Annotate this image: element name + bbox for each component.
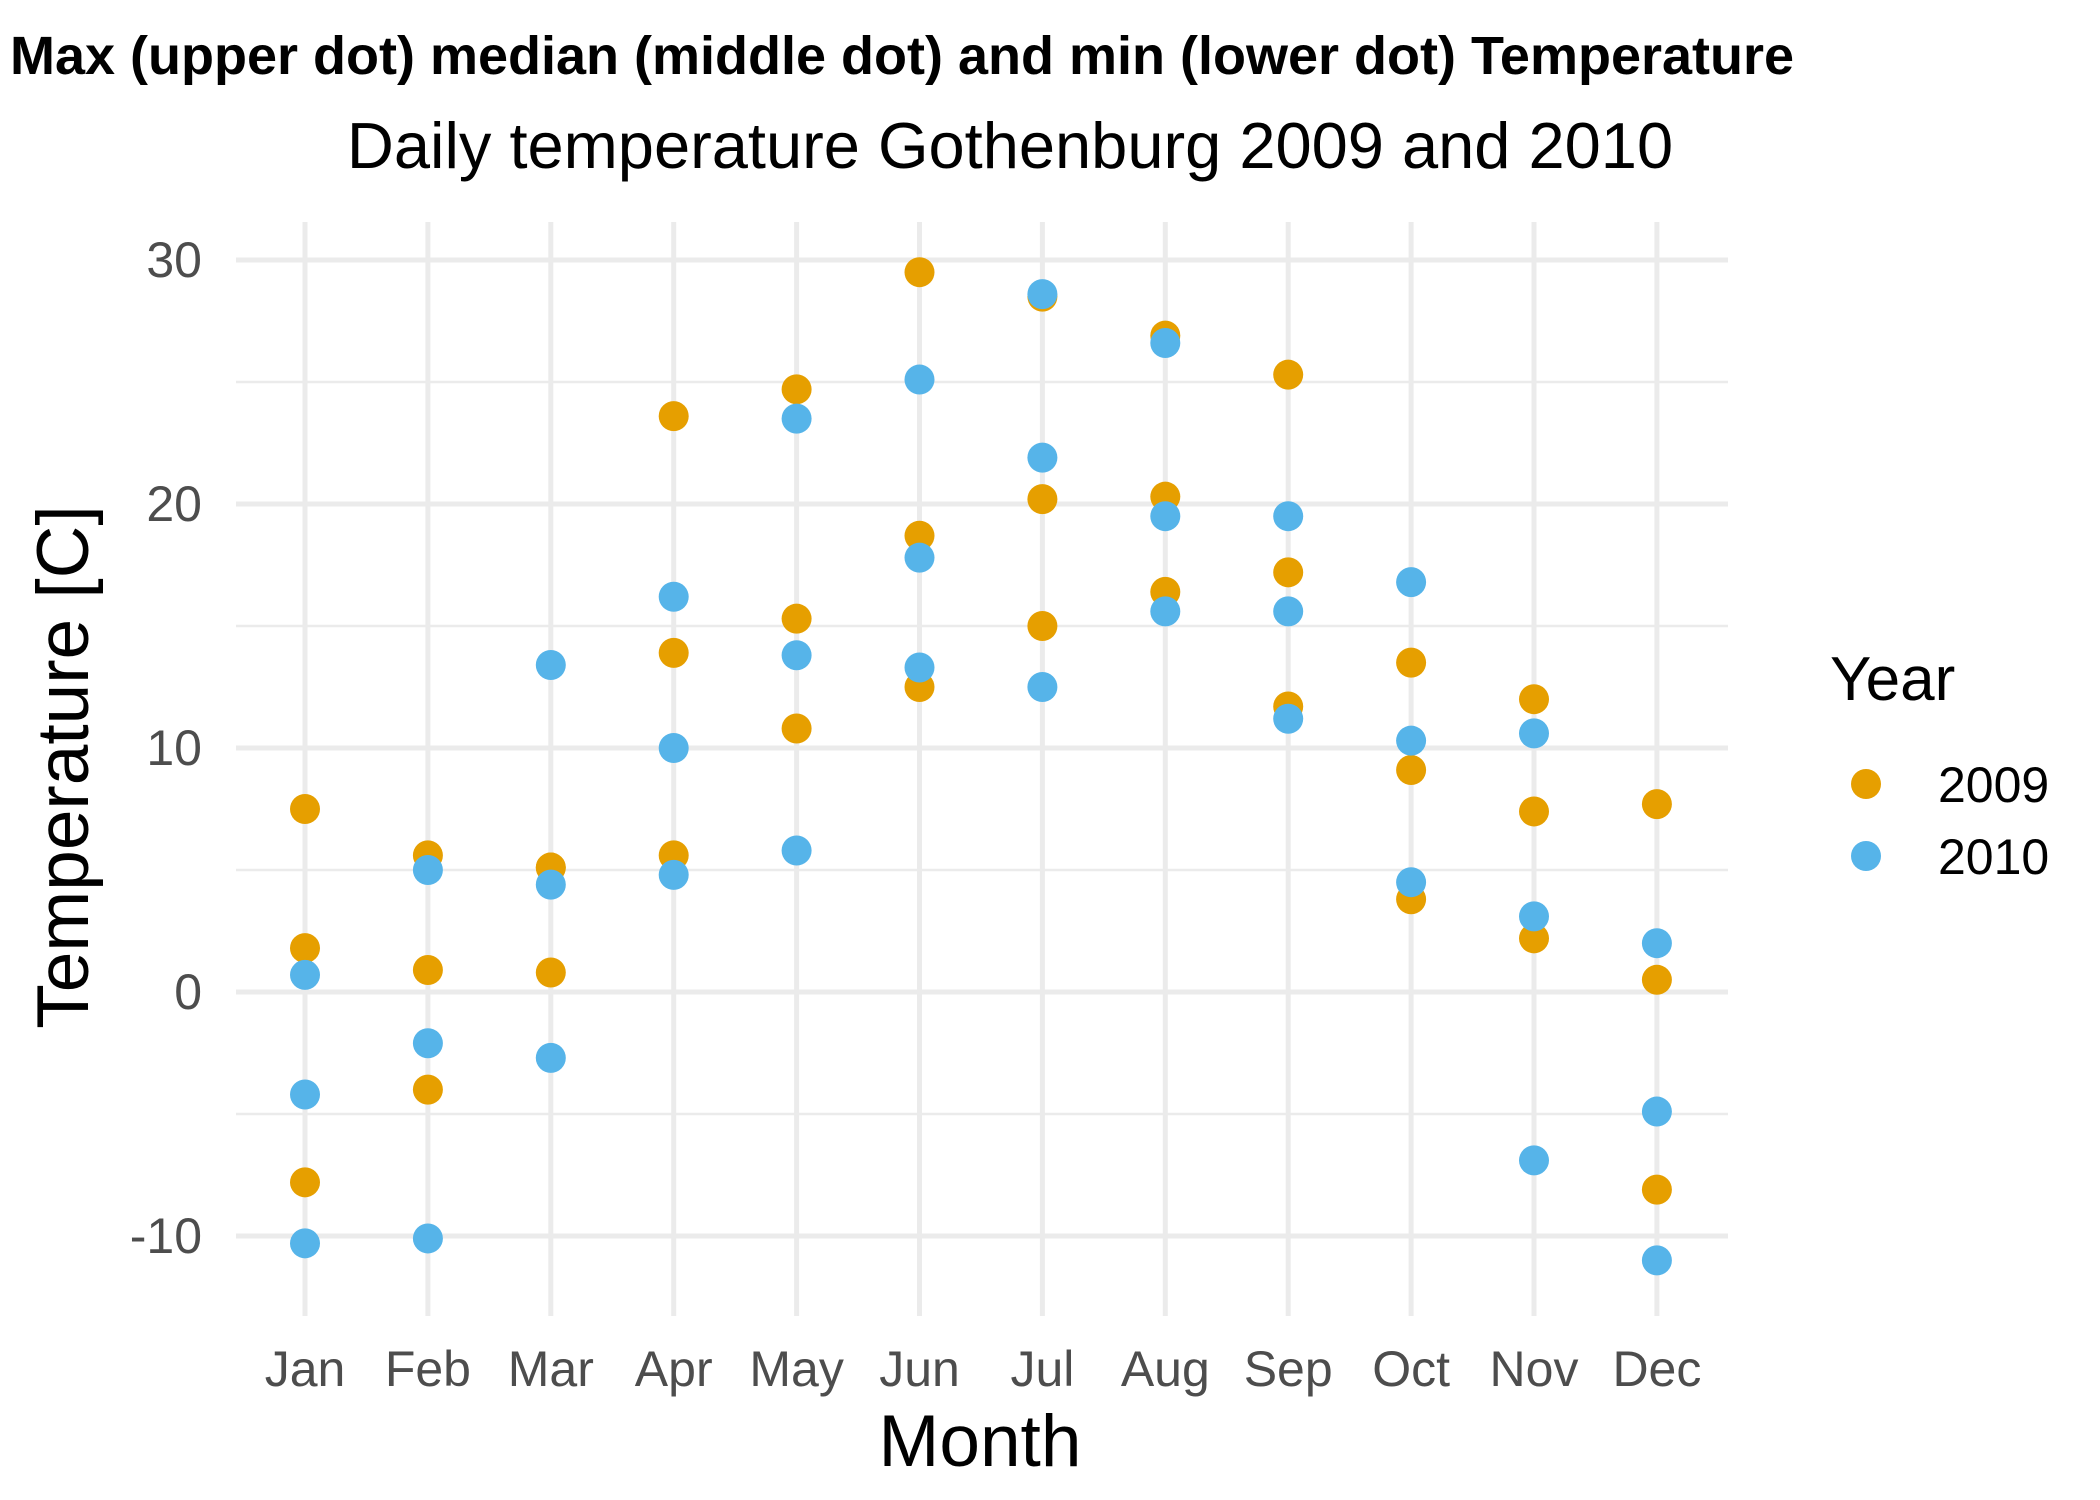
legend-key-2009 [1851,769,1881,799]
chart-title: Max (upper dot) median (middle dot) and … [10,26,1794,86]
point-2009-min [1641,1174,1672,1205]
point-2009-median [1519,796,1549,827]
x-tick-label: Aug [1121,1341,1210,1397]
point-2010-max [535,650,566,681]
point-2010-min [412,1223,443,1254]
x-tick-label: Oct [1372,1341,1450,1397]
point-2010-median [1150,501,1181,532]
point-2010-min [1027,672,1058,702]
point-2010-max [1150,327,1181,358]
point-2010-min [904,652,935,683]
point-2010-min [1641,1245,1672,1276]
point-2010-median [412,1028,443,1059]
point-2009-median [658,637,689,668]
point-2009-max [1519,684,1549,715]
x-tick-label: Apr [635,1341,713,1397]
legend-label-2010: 2010 [1938,829,2049,885]
legend-key-2010 [1851,841,1881,871]
point-2009-max [290,794,320,824]
point-2009-min [1027,611,1058,641]
point-2010-max [290,959,320,990]
point-2010-max [658,581,689,612]
point-2009-median [904,520,935,551]
point-2010-min [658,859,689,890]
point-2009-median [1027,484,1058,515]
point-2009-max [658,401,689,432]
point-2009-median [1641,964,1672,995]
point-2010-min [535,1042,566,1073]
legend: Year 2009 2010 [1830,645,2049,885]
x-tick-label: Dec [1612,1341,1701,1397]
x-tick-label: Jul [1010,1341,1074,1397]
point-2010-max [1027,279,1058,310]
point-2010-median [1027,442,1058,473]
legend-title: Year [1830,645,1955,714]
point-2009-max [1641,789,1672,820]
point-2010-min [290,1228,320,1259]
point-2009-min [290,1167,320,1198]
data-points [290,257,1672,1276]
x-tick-label: Jun [879,1341,960,1397]
point-2010-median [290,1079,320,1110]
point-2010-median [658,733,689,763]
point-2010-min [1150,596,1181,627]
point-2009-median [781,603,812,634]
x-axis-tick-labels: Jan Feb Mar Apr May Jun Jul Aug Sep Oct Nov Dec [265,1341,1702,1397]
point-2009-max [781,374,812,405]
y-tick-label: 0 [174,964,202,1020]
point-2010-median [1519,901,1549,932]
x-tick-label: Jan [265,1341,346,1397]
point-2009-min [1519,923,1549,954]
point-2010-median [1641,1096,1672,1127]
point-2010-median [781,640,812,671]
y-tick-label: -10 [130,1208,202,1264]
point-2009-median [412,955,443,986]
chart-subtitle: Daily temperature Gothenburg 2009 and 20… [347,109,1673,182]
point-2010-min [1519,1145,1549,1176]
point-2010-max [1641,928,1672,959]
point-2010-median [1273,596,1304,627]
plot-grid [236,222,1728,1316]
x-tick-label: Sep [1244,1341,1333,1397]
point-2009-max [904,257,935,288]
point-2009-median [535,957,566,988]
y-axis-tick-labels: -10 0 10 20 30 [130,232,202,1264]
y-tick-label: 10 [146,720,202,776]
x-tick-label: Nov [1490,1341,1579,1397]
point-2009-median [1396,754,1427,785]
y-tick-label: 30 [146,232,202,288]
point-2010-median [1396,725,1427,756]
point-2010-max [1396,567,1427,598]
point-2009-median [1273,557,1304,588]
point-2009-median [290,933,320,964]
point-2010-min [1396,867,1427,898]
point-2010-median [535,869,566,900]
point-2009-min [412,1074,443,1105]
point-2010-min [781,835,812,866]
x-tick-label: May [749,1341,843,1397]
y-axis-title: Temperature [C] [23,505,104,1028]
point-2010-max [904,364,935,395]
point-2010-max [412,855,443,885]
point-2009-max [1273,359,1304,390]
point-2009-min [781,713,812,744]
legend-label-2009: 2009 [1938,757,2049,813]
point-2010-min [1273,703,1304,734]
point-2010-max [1273,501,1304,532]
y-tick-label: 20 [146,476,202,532]
x-tick-label: Mar [508,1341,594,1397]
point-2009-max [1396,647,1427,678]
point-2010-median [904,542,935,573]
point-2010-max [781,403,812,434]
x-tick-label: Feb [385,1341,471,1397]
point-2010-max [1519,718,1549,749]
x-axis-title: Month [879,1401,1082,1482]
